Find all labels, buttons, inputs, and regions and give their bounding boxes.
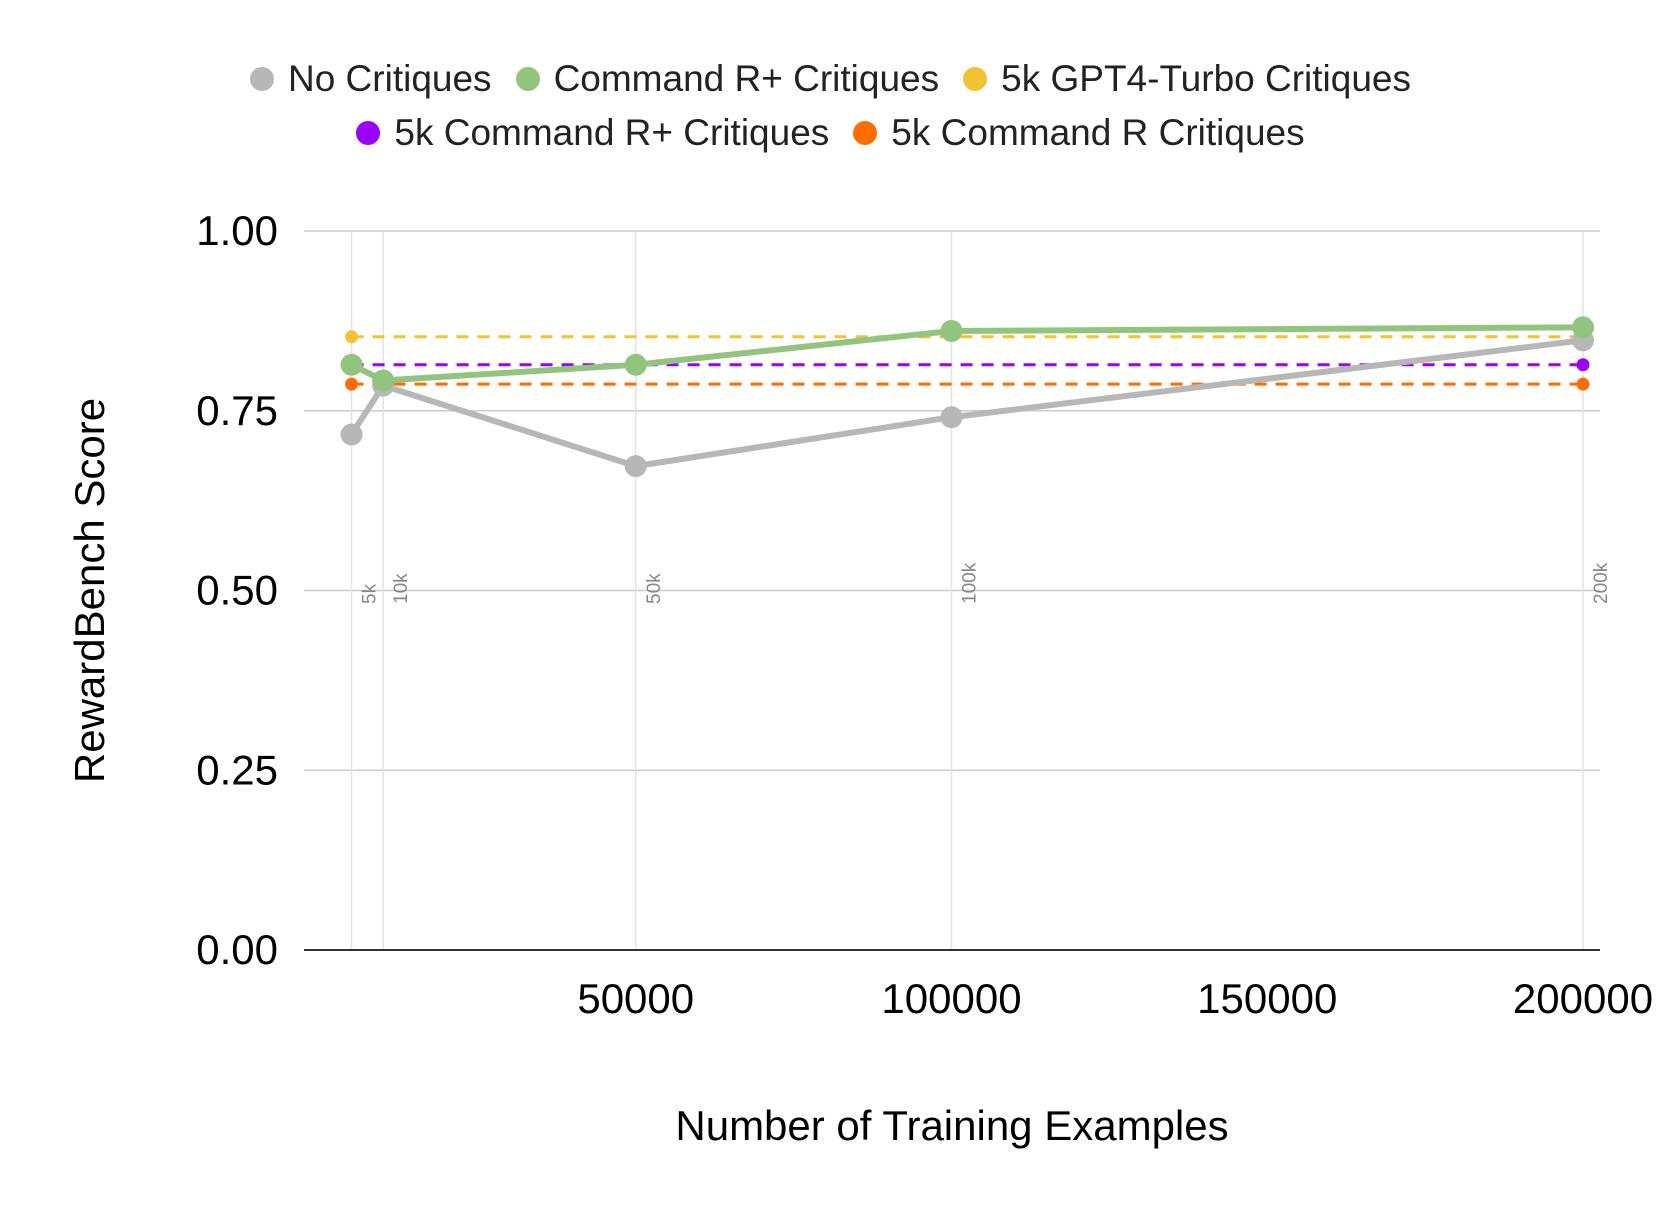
y-tick-label: 1.00 bbox=[196, 207, 278, 254]
data-point-command-r-critiques bbox=[624, 353, 647, 376]
x-axis-title: Number of Training Examples bbox=[675, 1102, 1228, 1149]
y-tick-label: 0.25 bbox=[196, 746, 278, 793]
data-point-no-critiques bbox=[340, 423, 363, 446]
data-point-command-r-critiques bbox=[372, 369, 395, 392]
x-marker-label: 50k bbox=[644, 573, 665, 604]
data-point-no-critiques bbox=[940, 406, 963, 429]
data-point-5k-command-r-critiques bbox=[1576, 377, 1590, 391]
legend-label: 5k GPT4-Turbo Critiques bbox=[1001, 58, 1411, 99]
data-point-5k-command-r-critiques bbox=[345, 377, 359, 391]
legend-row-1: No Critiques Command R+ Critiques 5k GPT… bbox=[0, 58, 1661, 100]
x-tick-label: 150000 bbox=[1197, 975, 1337, 1022]
data-point-command-r-critiques bbox=[1572, 316, 1594, 339]
legend-item-no-critiques: No Critiques bbox=[249, 58, 492, 100]
data-point-5k-gpt4-turbo-critiques bbox=[345, 330, 359, 344]
series-line-no-critiques bbox=[348, 337, 1586, 470]
data-point-command-r-critiques bbox=[940, 319, 963, 342]
y-tick-label: 0.50 bbox=[196, 567, 278, 614]
legend-swatch bbox=[249, 67, 274, 91]
y-axis-title: RewardBench Score bbox=[66, 398, 113, 783]
legend-item-5k-command-r-critiques: 5k Command R Critiques bbox=[853, 112, 1305, 154]
legend-swatch bbox=[963, 67, 988, 91]
y-tick-label: 0.75 bbox=[196, 387, 278, 434]
x-marker-label: 100k bbox=[960, 562, 981, 604]
legend-swatch bbox=[515, 67, 540, 91]
x-tick-label: 50000 bbox=[577, 975, 694, 1022]
x-marker-label: 10k bbox=[391, 573, 412, 604]
legend-label: 5k Command R Critiques bbox=[891, 112, 1305, 153]
x-marker-label: 200k bbox=[1591, 562, 1612, 604]
legend-row-2: 5k Command R+ Critiques 5k Command R Cri… bbox=[0, 112, 1661, 154]
data-point-command-r-critiques bbox=[340, 353, 363, 376]
x-tick-label: 100000 bbox=[881, 975, 1021, 1022]
legend-item-5k-command-r-plus-critiques: 5k Command R+ Critiques bbox=[356, 112, 829, 154]
legend-label: No Critiques bbox=[287, 58, 492, 99]
legend-item-command-r-plus-critiques: Command R+ Critiques bbox=[515, 58, 940, 100]
legend-swatch bbox=[356, 121, 381, 145]
data-point-5k-command-r-critiques bbox=[1576, 358, 1590, 372]
data-point-no-critiques bbox=[624, 455, 647, 478]
legend-swatch bbox=[853, 121, 878, 145]
legend-label: Command R+ Critiques bbox=[553, 58, 940, 99]
y-tick-label: 0.00 bbox=[196, 926, 278, 973]
x-tick-label: 200000 bbox=[1513, 975, 1653, 1022]
legend-item-5k-gpt4-turbo-critiques: 5k GPT4-Turbo Critiques bbox=[963, 58, 1411, 100]
x-marker-label: 5k bbox=[360, 583, 381, 604]
legend-label: 5k Command R+ Critiques bbox=[394, 112, 830, 153]
